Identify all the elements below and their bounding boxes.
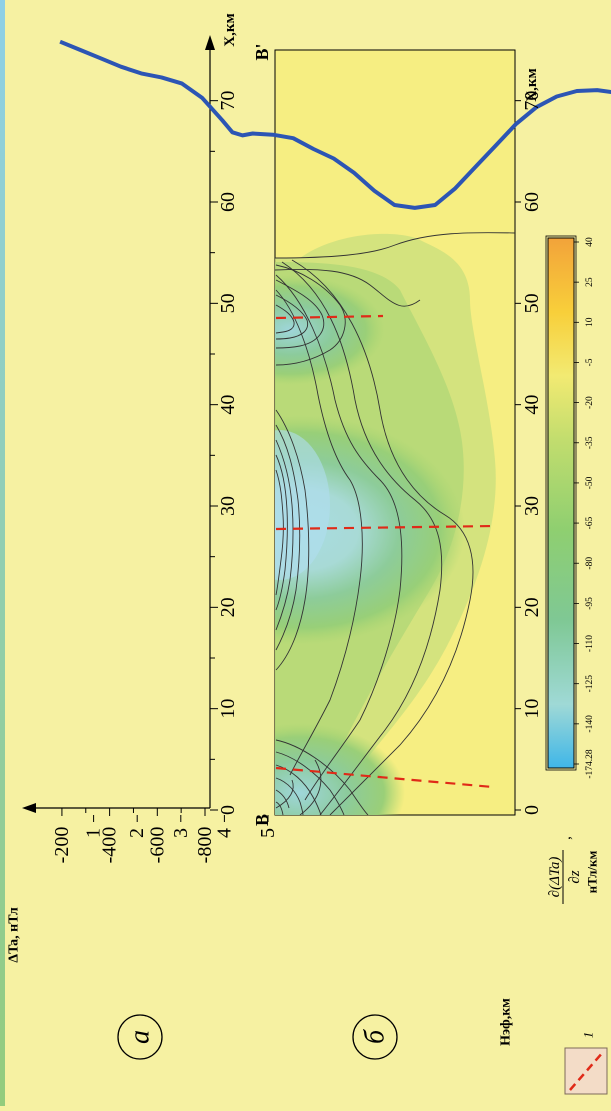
profile-y-tick-label: -200 bbox=[51, 827, 73, 864]
profile-x-axis-arrow bbox=[205, 35, 215, 50]
profile-y-tick-label: -600 bbox=[146, 827, 168, 864]
heatmap-x-tick-label: 60 bbox=[521, 192, 543, 212]
panel-b-letter: б bbox=[360, 1029, 391, 1044]
profile-x-tick-label: 30 bbox=[217, 496, 239, 516]
colorbar-tick-label: -20 bbox=[585, 396, 595, 409]
colorbar-tick-label: -125 bbox=[585, 675, 595, 693]
profile-series-line bbox=[59, 39, 611, 210]
colorbar-tick-label: -174.28 bbox=[585, 749, 595, 779]
heatmap-x-tick-label: 50 bbox=[521, 293, 543, 313]
colorbar-tick-label: 10 bbox=[585, 317, 595, 327]
heatmap-y-tick-label: 4 bbox=[213, 828, 235, 838]
profile-x-tick-label: 60 bbox=[217, 192, 239, 212]
profile-y-tick-label: -400 bbox=[99, 827, 121, 864]
panel-b-letter-badge: б bbox=[352, 1014, 398, 1060]
panel-a-letter-badge: а bbox=[117, 1014, 163, 1060]
profile-x-tick-label: 10 bbox=[217, 699, 239, 719]
colorbar-label-units: нТл/км bbox=[585, 850, 600, 893]
colorbar-tick-label: -110 bbox=[585, 635, 595, 652]
profile-x-tick-label: 40 bbox=[217, 395, 239, 415]
heatmap-panel bbox=[274, 49, 516, 816]
profile-x-tick-label: 20 bbox=[217, 597, 239, 617]
profile-y-tick-label: -800 bbox=[194, 827, 216, 864]
profile-x-label: X,км bbox=[222, 13, 238, 46]
heatmap-y-tick-label: 2 bbox=[126, 828, 148, 838]
profile-y-label: ΔTa, нТл bbox=[7, 907, 22, 963]
legend-label: 1 bbox=[581, 1032, 596, 1039]
profile-panel bbox=[22, 35, 611, 813]
heatmap-fill bbox=[275, 233, 496, 815]
depth-marker-3 bbox=[275, 314, 384, 320]
profile-x-tick-label: 70 bbox=[217, 91, 239, 111]
left-edge-stripe bbox=[0, 0, 5, 1106]
heatmap-x-tick-label: 0 bbox=[521, 805, 543, 815]
heatmap-x-tick-label: 10 bbox=[521, 699, 543, 719]
heatmap-x-tick-label: 30 bbox=[521, 496, 543, 516]
colorbar-tick-label: 25 bbox=[585, 277, 595, 287]
heatmap-x-tick-label: 40 bbox=[521, 395, 543, 415]
colorbar-label-denominator: ∂z bbox=[567, 870, 583, 883]
profile-x-tick-label: 50 bbox=[217, 293, 239, 313]
heatmap-y-tick-label: 3 bbox=[170, 828, 192, 838]
depth-markers bbox=[275, 314, 496, 789]
profile-x-tick-label: 0 bbox=[217, 805, 239, 815]
heatmap-y-label: Hэф,км bbox=[499, 998, 514, 1046]
colorbar-tick-label: -80 bbox=[585, 557, 595, 570]
colorbar-tick-label: -65 bbox=[585, 516, 595, 529]
colorbar-tick-label: 40 bbox=[585, 237, 595, 247]
colorbar: ∂(ΔTa) ∂z , нТл/км bbox=[545, 235, 600, 904]
legend-dashed-marker bbox=[569, 1051, 604, 1091]
contour-lines bbox=[275, 232, 515, 815]
heatmap-x-label: X,км bbox=[524, 68, 540, 101]
colorbar-tick-label: -50 bbox=[585, 476, 595, 489]
colorbar-tick-label: -35 bbox=[585, 436, 595, 449]
colorbar-tick-label: -5 bbox=[585, 358, 595, 366]
heatmap-y-tick-label: 1 bbox=[83, 828, 105, 838]
panel-a-letter: а bbox=[125, 1030, 156, 1044]
profile-end-label: B' bbox=[252, 43, 272, 60]
depth-marker-2 bbox=[275, 524, 496, 531]
colorbar-label-numerator: ∂(ΔTa) bbox=[547, 857, 563, 898]
heatmap-y-tick-label: 5 bbox=[257, 828, 279, 838]
depth-marker-1 bbox=[275, 766, 494, 789]
profile-y-axis-arrow bbox=[22, 803, 36, 813]
heatmap-x-tick-label: 70 bbox=[521, 91, 543, 111]
profile-start-label: B bbox=[252, 814, 272, 826]
heatmap-x-tick-label: 20 bbox=[521, 597, 543, 617]
colorbar-tick-label: -95 bbox=[585, 597, 595, 610]
colorbar-gradient bbox=[547, 237, 575, 769]
colorbar-label-comma: , bbox=[558, 836, 574, 840]
colorbar-tick-label: -140 bbox=[585, 715, 595, 733]
legend: 1 bbox=[564, 1032, 608, 1095]
